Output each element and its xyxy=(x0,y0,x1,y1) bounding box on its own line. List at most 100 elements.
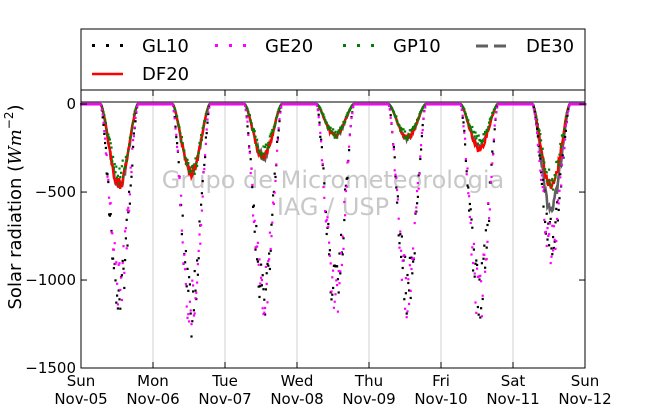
point-ge20 xyxy=(324,220,327,223)
point-ge20 xyxy=(206,118,209,121)
point-gl10 xyxy=(395,186,398,189)
point-ge20 xyxy=(547,234,550,238)
x-tick-label-date: Nov-06 xyxy=(126,390,179,408)
point-ge20 xyxy=(394,173,397,176)
point-gp10 xyxy=(266,147,269,150)
point-gp10 xyxy=(197,151,200,155)
point-ge20 xyxy=(556,217,559,220)
point-gl10 xyxy=(260,284,263,287)
point-gp10 xyxy=(412,127,415,130)
legend-marker xyxy=(229,44,232,47)
point-gp10 xyxy=(543,161,546,164)
point-gl10 xyxy=(389,114,392,117)
point-ge20 xyxy=(490,175,493,179)
point-gp10 xyxy=(553,174,556,177)
point-ge20 xyxy=(551,224,554,227)
point-ge20 xyxy=(460,104,463,107)
point-gl10 xyxy=(414,212,417,215)
point-ge20 xyxy=(246,120,249,123)
point-gl10 xyxy=(121,259,124,263)
legend-marker xyxy=(243,44,246,47)
point-ge20 xyxy=(266,301,269,304)
point-gp10 xyxy=(258,150,261,154)
point-ge20 xyxy=(200,209,203,212)
point-ge20 xyxy=(565,121,568,124)
point-ge20 xyxy=(540,174,543,177)
point-gl10 xyxy=(122,267,125,270)
point-ge20 xyxy=(268,231,271,234)
point-ge20 xyxy=(480,315,483,318)
point-gl10 xyxy=(407,281,410,285)
point-gl10 xyxy=(541,178,544,182)
point-ge20 xyxy=(247,133,250,137)
point-gp10 xyxy=(338,132,341,135)
legend-marker xyxy=(357,44,360,47)
point-gl10 xyxy=(255,224,258,228)
point-gp10 xyxy=(181,142,184,145)
point-ge20 xyxy=(124,230,127,233)
point-ge20 xyxy=(473,272,476,275)
point-gl10 xyxy=(175,136,178,139)
point-ge20 xyxy=(104,152,107,155)
point-ge20 xyxy=(182,262,185,265)
point-gl10 xyxy=(485,246,488,249)
point-ge20 xyxy=(187,313,190,316)
point-gl10 xyxy=(549,217,552,221)
point-ge20 xyxy=(462,125,465,128)
point-gp10 xyxy=(418,113,421,116)
point-ge20 xyxy=(328,254,331,257)
point-ge20 xyxy=(119,288,122,292)
point-ge20 xyxy=(333,300,336,303)
point-gl10 xyxy=(321,163,324,167)
point-gl10 xyxy=(268,267,271,271)
point-ge20 xyxy=(408,302,411,306)
point-ge20 xyxy=(118,262,121,265)
legend-marker xyxy=(215,44,218,47)
point-ge20 xyxy=(472,242,475,246)
point-gl10 xyxy=(548,244,551,247)
grid-lines xyxy=(152,90,514,368)
point-gp10 xyxy=(416,118,419,122)
point-gp10 xyxy=(109,142,112,145)
point-gl10 xyxy=(393,156,396,159)
point-gl10 xyxy=(274,175,277,179)
point-ge20 xyxy=(479,274,482,277)
point-gl10 xyxy=(271,213,274,216)
x-tick-label-day: Mon xyxy=(137,372,169,390)
point-gl10 xyxy=(471,226,474,229)
point-ge20 xyxy=(494,117,497,120)
point-ge20 xyxy=(535,123,538,126)
point-ge20 xyxy=(188,320,191,323)
point-gp10 xyxy=(349,107,352,110)
point-gp10 xyxy=(344,120,347,124)
point-gl10 xyxy=(469,208,472,211)
point-ge20 xyxy=(332,269,335,272)
point-gp10 xyxy=(395,115,398,118)
point-gl10 xyxy=(181,214,184,217)
point-gl10 xyxy=(197,257,200,260)
point-gl10 xyxy=(475,259,478,262)
point-gp10 xyxy=(493,108,496,111)
point-ge20 xyxy=(336,284,339,287)
point-gl10 xyxy=(101,116,104,119)
point-ge20 xyxy=(130,171,133,174)
point-ge20 xyxy=(396,198,399,201)
point-gl10 xyxy=(464,143,467,146)
point-gp10 xyxy=(127,149,130,153)
point-gl10 xyxy=(540,171,543,174)
point-gl10 xyxy=(203,163,206,167)
point-ge20 xyxy=(256,241,259,244)
point-gp10 xyxy=(537,128,540,131)
point-ge20 xyxy=(330,290,333,293)
point-ge20 xyxy=(270,235,273,238)
point-gl10 xyxy=(196,259,199,262)
point-ge20 xyxy=(541,186,544,189)
point-gl10 xyxy=(188,283,191,286)
point-ge20 xyxy=(558,189,561,192)
legend-marker xyxy=(106,44,109,47)
point-gp10 xyxy=(325,121,328,124)
point-gp10 xyxy=(260,157,263,160)
point-gl10 xyxy=(205,132,208,135)
point-gp10 xyxy=(323,116,326,119)
point-ge20 xyxy=(336,310,339,313)
